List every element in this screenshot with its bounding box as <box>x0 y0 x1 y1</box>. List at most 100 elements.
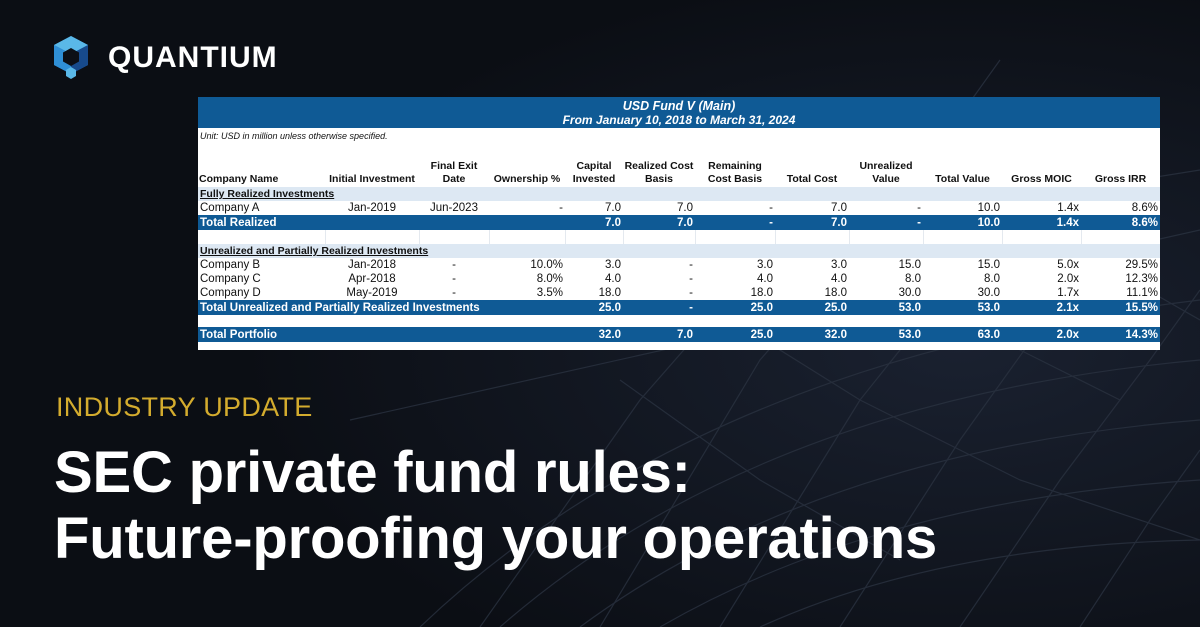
table-cell: May-2019 <box>346 287 398 299</box>
table-cell: 10.0 <box>977 202 1000 214</box>
column-header-row: Company Name Initial Investment Final Exit… <box>198 156 1160 187</box>
table-cell: Apr-2018 <box>348 273 396 285</box>
table-cell: 53.0 <box>849 300 923 315</box>
table-header: USD Fund V (Main) From January 10, 2018 … <box>198 97 1160 128</box>
table-cell: 7.0 <box>623 327 695 342</box>
table-cell: 29.5% <box>1125 259 1158 271</box>
table-cell: - <box>689 259 693 271</box>
column-header: Remaining Cost Basis <box>707 160 763 185</box>
column-header: Capital Invested <box>572 160 616 185</box>
table-cell: Jun-2023 <box>430 202 478 214</box>
fund-performance-table: Company Name Initial Investment Final Exit… <box>198 156 1160 342</box>
column-header: Gross IRR <box>1094 173 1147 185</box>
spacer-cell <box>695 315 775 327</box>
column-header: Total Value <box>935 173 990 185</box>
table-cell: 5.0x <box>1057 259 1079 271</box>
table-cell: - <box>452 259 456 271</box>
table-cell: 4.0 <box>831 273 847 285</box>
spacer-cell <box>565 230 624 244</box>
table-cell: Company C <box>200 273 261 285</box>
table-cell: 14.3% <box>1081 327 1160 342</box>
table-cell: 32.0 <box>565 327 623 342</box>
table-cell: 7.0 <box>623 215 695 230</box>
table-cell: - <box>623 300 695 315</box>
spacer-row <box>198 230 1160 244</box>
spacer-cell <box>849 315 923 327</box>
table-cell: 7.0 <box>831 202 847 214</box>
table-cell: - <box>695 215 775 230</box>
column-header: Unrealized Value <box>859 160 913 185</box>
total-label: Total Realized <box>198 215 565 230</box>
spacer-cell <box>695 230 776 244</box>
table-title: USD Fund V (Main) <box>622 99 736 113</box>
spacer-cell <box>419 230 490 244</box>
section-row-unrealized: Unrealized and Partially Realized Invest… <box>198 244 1160 258</box>
table-cell: Jan-2018 <box>348 259 396 271</box>
spacer-cell <box>775 230 850 244</box>
headline-line-1: SEC private fund rules: <box>54 440 691 505</box>
spacer-cell <box>1002 230 1082 244</box>
table-cell: 15.5% <box>1081 300 1160 315</box>
table-cell: 25.0 <box>695 327 775 342</box>
column-header: Ownership % <box>493 173 561 185</box>
section-label: Unrealized and Partially Realized Invest… <box>198 244 1160 258</box>
section-row-realized: Fully Realized Investments <box>198 187 1160 201</box>
table-cell: 3.0 <box>605 259 621 271</box>
spacer-cell <box>1002 315 1081 327</box>
table-cell: 18.0 <box>824 287 847 299</box>
table-cell: 63.0 <box>923 327 1002 342</box>
table-cell: 30.0 <box>977 287 1000 299</box>
column-header: Total Cost <box>786 173 838 185</box>
table-cell: 18.0 <box>598 287 621 299</box>
table-cell: Company B <box>200 259 261 271</box>
table-cell: 25.0 <box>775 300 849 315</box>
table-cell: 8.0 <box>984 273 1000 285</box>
spacer-cell <box>198 315 325 327</box>
column-header: Initial Investment <box>329 173 415 185</box>
table-row: Company A Jan-2019 Jun-2023 - 7.0 7.0 - 7.0 - 10.… <box>198 201 1160 215</box>
table-cell: 15.0 <box>977 259 1000 271</box>
spacer-row <box>198 315 1160 327</box>
brand-logo: QUANTIUM <box>52 34 278 82</box>
table-subtitle: From January 10, 2018 to March 31, 2024 <box>562 113 796 127</box>
unit-note: Unit: USD in million unless otherwise sp… <box>200 131 388 141</box>
table-row: Company D May-2019 - 3.5% 18.0 - 18.0 18.0 30.0 3… <box>198 286 1160 300</box>
table-cell: 4.0 <box>605 273 621 285</box>
total-label: Total Unrealized and Partially Realized … <box>198 300 565 315</box>
spacer-cell <box>325 230 420 244</box>
table-cell: 1.7x <box>1057 287 1079 299</box>
table-cell: 8.0% <box>536 273 563 285</box>
table-cell: 10.0% <box>530 259 563 271</box>
table-cell: 7.0 <box>605 202 621 214</box>
table-cell: 1.4x <box>1057 202 1079 214</box>
table-cell: 3.0 <box>757 259 773 271</box>
table-cell: 3.0 <box>831 259 847 271</box>
table-cell: - <box>849 215 923 230</box>
table-cell: Company D <box>200 287 261 299</box>
table-cell: - <box>689 273 693 285</box>
spacer-cell <box>1081 230 1160 244</box>
table-cell: 32.0 <box>775 327 849 342</box>
table-cell: Company A <box>200 202 260 214</box>
table-cell: - <box>452 273 456 285</box>
headline: SEC private fund rules: Future-proofing … <box>54 440 937 572</box>
table-cell: - <box>769 202 773 214</box>
total-label: Total Portfolio <box>198 327 565 342</box>
table-cell: 15.0 <box>898 259 921 271</box>
table-cell: 4.0 <box>757 273 773 285</box>
spacer-cell <box>325 315 419 327</box>
headline-line-2: Future-proofing your operations <box>54 506 938 571</box>
table-cell: 1.4x <box>1002 215 1081 230</box>
table-row: Company C Apr-2018 - 8.0% 4.0 - 4.0 4.0 8.0 8.0 2.… <box>198 272 1160 286</box>
brand-name: QUANTIUM <box>108 41 278 74</box>
spacer-cell <box>623 315 695 327</box>
total-portfolio-row: Total Portfolio 32.0 7.0 25.0 32.0 53.0 63.0 2.… <box>198 327 1160 342</box>
table-cell: 18.0 <box>750 287 773 299</box>
kicker-label: INDUSTRY UPDATE <box>56 392 313 422</box>
column-header: Company Name <box>199 173 279 185</box>
table-cell: 7.0 <box>775 215 849 230</box>
total-unrealized-row: Total Unrealized and Partially Realized … <box>198 300 1160 315</box>
table-cell: 3.5% <box>536 287 563 299</box>
hexagon-cube-logo-icon <box>54 36 88 79</box>
table-cell: 7.0 <box>565 215 623 230</box>
